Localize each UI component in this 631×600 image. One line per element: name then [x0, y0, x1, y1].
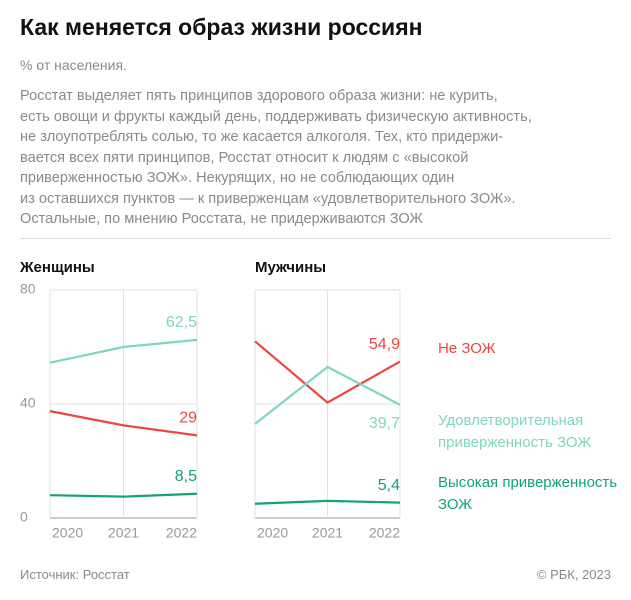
x-tick-label: 2022 — [369, 525, 400, 541]
x-tick-label: 2022 — [166, 525, 197, 541]
x-tick-label: 2021 — [108, 525, 139, 541]
legend-entry: Высокая приверженность ЗОЖ — [438, 474, 618, 513]
description-line: Остальные, по мнению Росстата, не придер… — [20, 211, 423, 227]
description: Росстат выделяет пять принципов здоровог… — [20, 86, 532, 230]
line — [254, 340, 401, 404]
line — [254, 499, 401, 505]
title: Как меняется образ жизни россиян — [20, 14, 423, 40]
y-tick-label: 0 — [20, 509, 28, 525]
x-tick-label: 2021 — [312, 525, 343, 541]
description-line: из оставшихся пунктов — к приверженцам «… — [20, 190, 516, 207]
line — [49, 410, 198, 437]
line — [49, 338, 198, 364]
legend-entry: Удовлетворительная приверженность ЗОЖ — [438, 412, 592, 451]
panel-title: Мужчины — [255, 259, 326, 276]
y-tick-label: 40 — [20, 395, 36, 411]
description-line: не злоупотреблять солью, то же касается … — [20, 129, 504, 145]
x-tick-label: 2020 — [257, 525, 288, 541]
value-label: 5,4 — [378, 477, 400, 494]
description-line: Росстат выделяет пять принципов здоровог… — [20, 88, 498, 104]
x-tick-label: 2020 — [52, 525, 83, 541]
separator — [20, 238, 611, 239]
value-label: 39,7 — [369, 415, 400, 432]
value-label: 29 — [179, 410, 197, 427]
line — [49, 492, 198, 498]
panel-title: Женщины — [19, 259, 95, 276]
source: Источник: Росстат — [20, 567, 130, 582]
description-line: приверженностью ЗОЖ». Некурящих, но не с… — [20, 170, 455, 186]
legend-entry: Не ЗОЖ — [438, 340, 496, 357]
description-line: вается всех пяти принципов, Росстат отно… — [20, 149, 469, 166]
line — [254, 365, 401, 425]
y-tick-label: 80 — [20, 281, 36, 297]
value-label: 8,5 — [175, 468, 197, 485]
description-line: есть овощи и фрукты каждый день, поддерж… — [20, 108, 532, 125]
copyright: © РБК, 2023 — [536, 567, 611, 582]
value-label: 62,5 — [166, 314, 197, 331]
value-label: 54,9 — [369, 336, 400, 353]
subtitle: % от населения. — [20, 57, 127, 73]
